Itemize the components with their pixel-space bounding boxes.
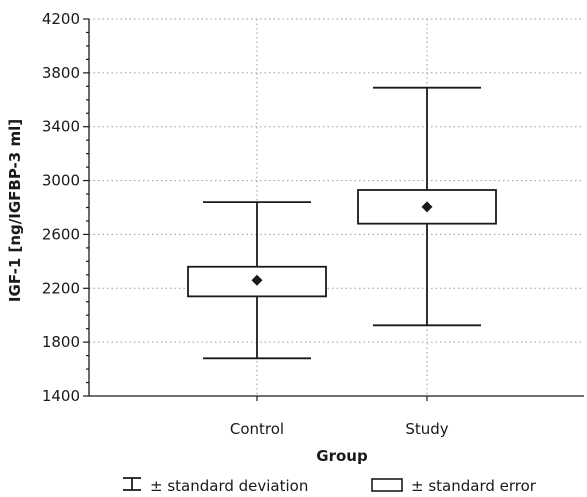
y-tick-label: 3800 <box>42 64 80 82</box>
mean-marker <box>421 201 433 213</box>
y-tick-label: 3000 <box>42 172 80 190</box>
y-tick-label: 4200 <box>42 10 80 28</box>
mean-marker <box>251 274 263 286</box>
x-tick-label: Control <box>230 420 284 438</box>
x-tick-label: Study <box>405 420 448 438</box>
legend-se-label: ± standard error <box>411 477 537 495</box>
y-tick-label: 2600 <box>42 225 80 243</box>
x-axis-title: Group <box>316 447 368 465</box>
y-tick-label: 2200 <box>42 279 80 297</box>
y-axis-title: IGF-1 [ng/IGFBP-3 ml] <box>6 119 24 302</box>
group-control <box>187 201 327 360</box>
y-tick-label: 1800 <box>42 333 80 351</box>
legend-se-symbol <box>371 478 403 492</box>
legend: ± standard deviation ± standard error <box>123 477 537 495</box>
legend-sd-symbol <box>123 477 141 491</box>
y-tick-label: 3400 <box>42 118 80 136</box>
axes: 1400 1800 2200 2600 3000 3400 3800 4200 Control S… <box>42 10 584 438</box>
y-tick-label: 1400 <box>42 387 80 405</box>
group-study <box>357 86 497 327</box>
grid-lines <box>89 18 584 396</box>
legend-sd-label: ± standard deviation <box>150 477 308 495</box>
chart-marks <box>187 86 497 360</box>
